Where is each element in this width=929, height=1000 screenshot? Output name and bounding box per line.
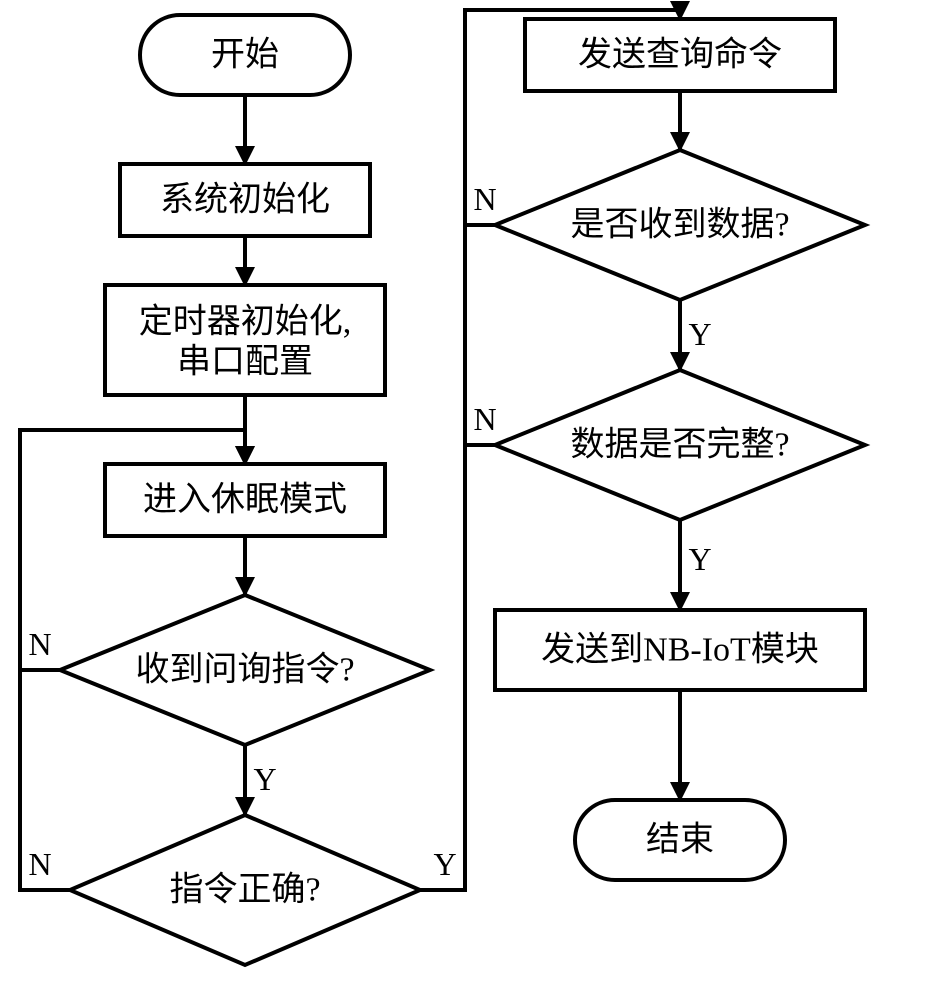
edge-label: N xyxy=(473,401,496,437)
node-recvq: 收到问询指令? xyxy=(60,595,430,745)
edge-label: N xyxy=(28,626,51,662)
edge-label: Y xyxy=(433,846,456,882)
node-label: 发送到NB-IoT模块 xyxy=(541,631,819,669)
node-label: 发送查询命令 xyxy=(578,36,782,74)
node-timer: 定时器初始化,串口配置 xyxy=(105,285,385,395)
edge xyxy=(465,25,495,445)
edge-label: Y xyxy=(253,761,276,797)
node-end: 结束 xyxy=(575,800,785,880)
node-label: 结束 xyxy=(646,821,714,859)
node-dataok: 数据是否完整? xyxy=(495,370,865,520)
node-label: 串口配置 xyxy=(177,344,313,381)
node-label: 数据是否完整? xyxy=(570,426,789,464)
edge-label: Y xyxy=(688,316,711,352)
edge-label: N xyxy=(473,181,496,217)
flowchart: Y N N Y Y N N Y 开始系统初始化定时器初始化,串口配置进入休眠模式收到问询指令? 指… xyxy=(0,0,929,1000)
node-label: 指令正确? xyxy=(169,871,320,909)
node-sendnb: 发送到NB-IoT模块 xyxy=(495,610,865,690)
node-recvd: 是否收到数据? xyxy=(495,150,865,300)
node-label: 定时器初始化, xyxy=(139,303,352,341)
node-sendq: 发送查询命令 xyxy=(525,19,835,91)
node-label: 开始 xyxy=(211,36,279,74)
node-cmdok: 指令正确? xyxy=(70,815,420,965)
node-label: 收到问询指令? xyxy=(135,651,354,689)
node-start: 开始 xyxy=(140,15,350,95)
node-init: 系统初始化 xyxy=(120,164,370,236)
edge-label: Y xyxy=(688,541,711,577)
node-label: 系统初始化 xyxy=(160,181,330,219)
node-label: 进入休眠模式 xyxy=(143,481,347,519)
node-sleep: 进入休眠模式 xyxy=(105,464,385,536)
node-label: 是否收到数据? xyxy=(570,206,789,244)
edge-label: N xyxy=(28,846,51,882)
